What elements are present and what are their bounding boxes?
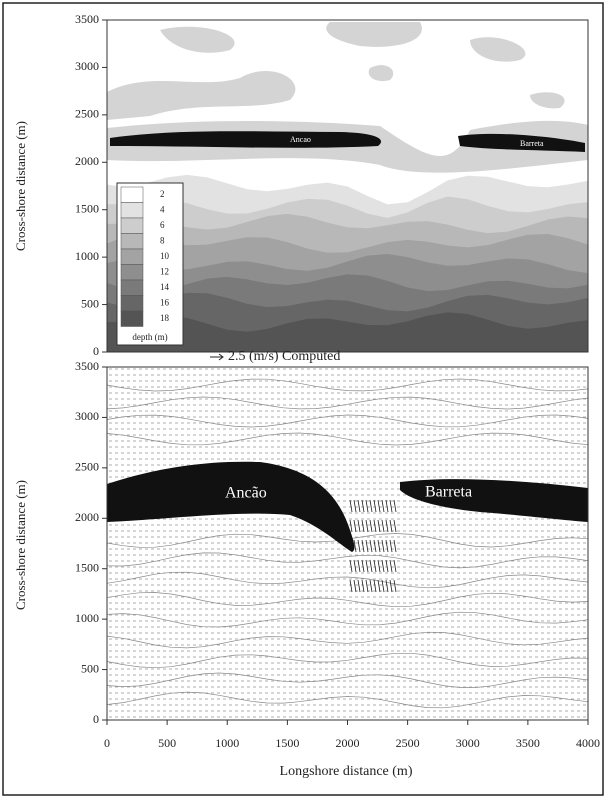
figure: Ancao Barreta 2 4 6 8 10 12 14 16 18 depth (m) 2.… bbox=[0, 0, 607, 799]
y-tick-label: 1000 bbox=[75, 249, 99, 263]
legend-label: 2 bbox=[160, 189, 165, 199]
legend-swatch bbox=[121, 203, 143, 219]
island-label: Barreta bbox=[520, 139, 544, 148]
island-label: Ancão bbox=[225, 485, 267, 502]
legend-swatch bbox=[121, 296, 143, 312]
x-tick-label: 2000 bbox=[336, 736, 360, 750]
y-tick-label: 0 bbox=[93, 712, 99, 726]
contour-panel: Ancao Barreta 2 4 6 8 10 12 14 16 18 depth (m) bbox=[107, 20, 588, 352]
y-tick-label: 2500 bbox=[75, 460, 99, 474]
quiver-panel: 2.5 (m/s) Computed Ancão Barreta Longsho… bbox=[107, 349, 588, 779]
y-tick-label: 0 bbox=[93, 344, 99, 358]
legend-swatch bbox=[121, 234, 143, 250]
legend-label: 14 bbox=[160, 282, 170, 292]
x-tick-label: 1000 bbox=[215, 736, 239, 750]
x-tick-label: 3500 bbox=[516, 736, 540, 750]
legend-label: 6 bbox=[160, 220, 165, 230]
y-tick-label: 2000 bbox=[75, 154, 99, 168]
legend-label: 10 bbox=[160, 251, 170, 261]
x-tick-label: 3000 bbox=[456, 736, 480, 750]
legend-label: 4 bbox=[160, 205, 165, 215]
y-axis-label: Cross-shore distance (m) bbox=[13, 121, 28, 251]
island-label: Ancao bbox=[290, 135, 311, 144]
y-tick-label: 3000 bbox=[75, 409, 99, 423]
legend-swatch bbox=[121, 311, 143, 327]
x-tick-label: 0 bbox=[104, 736, 110, 750]
legend-label: 16 bbox=[160, 298, 170, 308]
legend-label: 12 bbox=[160, 267, 169, 277]
x-tick-label: 2500 bbox=[396, 736, 420, 750]
y-tick-label: 3500 bbox=[75, 12, 99, 26]
legend-swatch bbox=[121, 265, 143, 281]
y-tick-label: 1500 bbox=[75, 201, 99, 215]
legend-label: 18 bbox=[160, 313, 170, 323]
y-tick-label: 3000 bbox=[75, 59, 99, 73]
panel-title: 2.5 (m/s) Computed bbox=[228, 349, 340, 364]
x-tick-label: 4000 bbox=[576, 736, 600, 750]
legend-title: depth (m) bbox=[132, 332, 167, 342]
y-tick-label: 3500 bbox=[75, 359, 99, 373]
legend-swatch bbox=[121, 218, 143, 234]
y-tick-label: 1500 bbox=[75, 560, 99, 574]
y-tick-label: 2000 bbox=[75, 510, 99, 524]
island-label: Barreta bbox=[425, 484, 472, 501]
x-tick-label: 1500 bbox=[275, 736, 299, 750]
y-tick-label: 1000 bbox=[75, 611, 99, 625]
legend-swatch bbox=[121, 249, 143, 265]
y-axis-label: Cross-shore distance (m) bbox=[13, 480, 28, 610]
legend-swatch bbox=[121, 280, 143, 296]
x-tick-label: 500 bbox=[158, 736, 176, 750]
x-axis-label: Longshore distance (m) bbox=[280, 764, 413, 779]
y-tick-label: 500 bbox=[81, 296, 99, 310]
y-tick-label: 2500 bbox=[75, 107, 99, 121]
y-tick-label: 500 bbox=[81, 661, 99, 675]
legend: 2 4 6 8 10 12 14 16 18 depth (m) bbox=[117, 183, 183, 345]
legend-swatch bbox=[121, 187, 143, 203]
legend-label: 8 bbox=[160, 236, 165, 246]
